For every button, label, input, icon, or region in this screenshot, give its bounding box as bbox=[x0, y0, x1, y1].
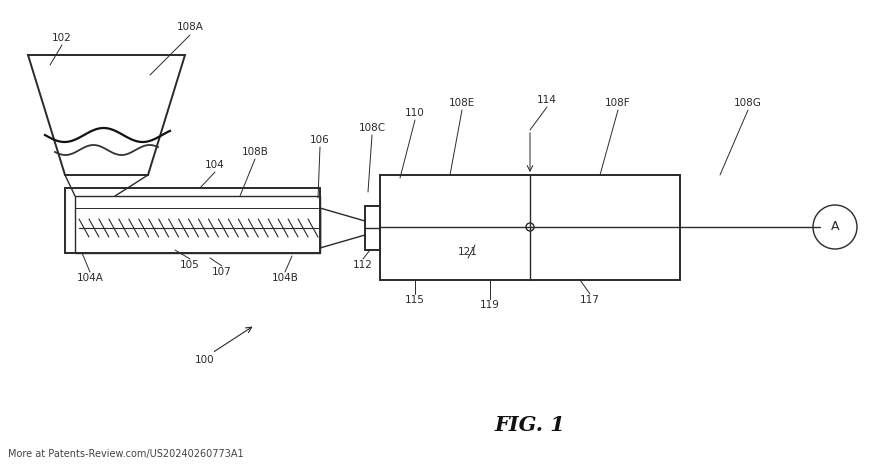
Bar bbox=[75, 196, 320, 253]
Text: 119: 119 bbox=[480, 300, 500, 310]
Text: 108A: 108A bbox=[177, 22, 203, 32]
Text: 106: 106 bbox=[310, 135, 330, 145]
Text: 108F: 108F bbox=[605, 98, 631, 108]
Text: More at Patents-Review.com/US20240260773A1: More at Patents-Review.com/US20240260773… bbox=[8, 449, 244, 459]
Text: 115: 115 bbox=[405, 295, 425, 305]
Text: 114: 114 bbox=[537, 95, 557, 105]
Bar bbox=[365, 206, 380, 250]
Text: 104A: 104A bbox=[77, 273, 104, 283]
Text: 107: 107 bbox=[212, 267, 231, 277]
Circle shape bbox=[813, 205, 857, 249]
Text: 104: 104 bbox=[205, 160, 225, 170]
Text: 108G: 108G bbox=[734, 98, 762, 108]
Text: 108C: 108C bbox=[358, 123, 385, 133]
Bar bbox=[65, 188, 320, 253]
Text: 117: 117 bbox=[580, 295, 600, 305]
Text: 102: 102 bbox=[52, 33, 72, 43]
Text: 100: 100 bbox=[195, 355, 215, 365]
Text: 104B: 104B bbox=[272, 273, 298, 283]
Text: 110: 110 bbox=[405, 108, 425, 118]
Text: 121: 121 bbox=[458, 247, 478, 257]
Text: 105: 105 bbox=[180, 260, 200, 270]
Text: 112: 112 bbox=[353, 260, 373, 270]
Bar bbox=[380, 175, 680, 280]
Text: FIG. 1: FIG. 1 bbox=[495, 415, 565, 435]
Circle shape bbox=[526, 223, 534, 231]
Text: 108B: 108B bbox=[242, 147, 268, 157]
Text: 108E: 108E bbox=[449, 98, 475, 108]
Text: A: A bbox=[831, 220, 840, 234]
